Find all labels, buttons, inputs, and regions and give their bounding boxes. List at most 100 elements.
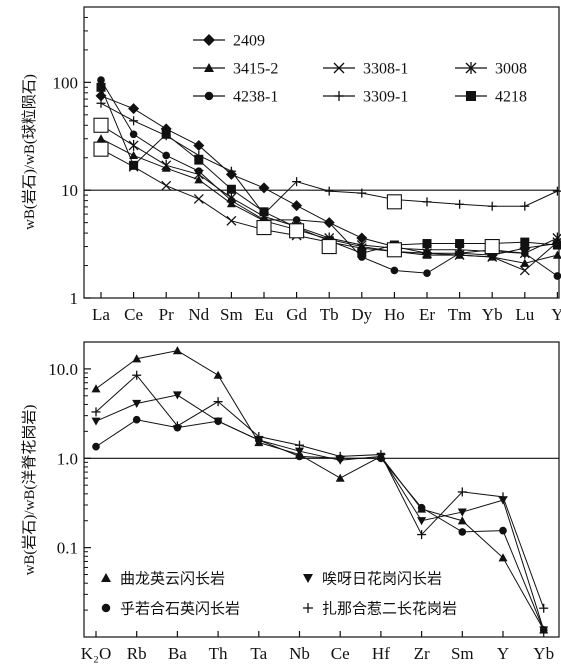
data-point	[130, 130, 138, 138]
data-point	[133, 416, 141, 424]
series-0	[96, 90, 561, 260]
data-point	[455, 239, 464, 248]
data-point	[214, 371, 223, 379]
x-tick-label: Pr	[159, 305, 174, 324]
legend-item: 扎那合惹二长花岗岩	[303, 601, 457, 618]
x-tick-label: Tm	[448, 305, 472, 324]
data-point	[214, 417, 222, 425]
legend-item: 4218	[455, 89, 527, 106]
x-tick-label: Lu	[515, 305, 534, 324]
data-point	[417, 517, 426, 525]
legend-marker	[101, 573, 111, 582]
data-point	[92, 443, 100, 451]
x-tick-label: Zr	[414, 644, 430, 663]
data-point	[458, 528, 466, 536]
data-point	[259, 182, 270, 193]
data-point	[456, 249, 464, 257]
legend-item: 4238-1	[193, 89, 278, 106]
series-line	[96, 351, 544, 630]
series-1	[92, 391, 549, 634]
y-tick-label: 1	[70, 289, 79, 308]
data-point	[553, 241, 561, 250]
boxed-point	[485, 240, 499, 254]
ree-ylabel: wB(岩石)/wB(球粒陨石)	[21, 74, 38, 230]
data-point	[129, 116, 138, 125]
data-point	[540, 626, 548, 634]
series-line	[101, 103, 557, 214]
data-point	[336, 474, 345, 482]
y-tick-label: 10.0	[48, 360, 78, 379]
legend-label: 3008	[495, 61, 527, 78]
data-point	[357, 249, 366, 258]
data-point	[325, 187, 334, 196]
data-point	[97, 76, 105, 84]
x-tick-label: Eu	[255, 305, 274, 324]
data-point	[132, 400, 141, 408]
boxed-point	[257, 221, 271, 235]
data-point	[227, 216, 236, 225]
data-point	[291, 200, 302, 211]
y-tick-label: 0.1	[57, 539, 78, 558]
legend-item: 2409	[193, 33, 265, 50]
spider-legend: 曲龙英云闪长岩唉呀日花岗闪长岩乎若合石英闪长岩扎那合惹二长花岗岩	[101, 570, 457, 618]
data-point	[520, 266, 529, 275]
data-point	[228, 197, 236, 205]
data-point	[553, 251, 561, 259]
data-point	[423, 239, 432, 248]
boxed-point	[94, 118, 108, 132]
data-point	[455, 200, 464, 209]
legend-item: 唉呀日花岗闪长岩	[303, 571, 442, 588]
data-point	[488, 202, 497, 211]
x-tick-label: K₂O	[81, 644, 111, 663]
legend-marker	[205, 92, 214, 101]
x-tick-label: Nd	[188, 305, 209, 324]
data-point	[539, 604, 548, 613]
x-tick-label: La	[92, 305, 110, 324]
data-point	[162, 181, 171, 190]
legend-marker	[466, 91, 476, 101]
data-point	[499, 527, 507, 535]
y-tick-label: 10	[61, 181, 78, 200]
x-tick-label: Yb	[482, 305, 503, 324]
x-tick-label: Ta	[250, 644, 267, 663]
data-point	[92, 384, 101, 392]
legend-marker	[303, 603, 313, 613]
x-tick-label: Gd	[286, 305, 307, 324]
data-point	[97, 83, 106, 92]
data-point	[162, 130, 171, 139]
series-line	[101, 96, 557, 255]
legend-marker	[334, 91, 344, 101]
x-tick-label: Sm	[451, 644, 474, 663]
x-tick-label: Yb	[533, 644, 554, 663]
data-point	[520, 202, 529, 211]
spider-ylabel: wB(岩石)/wB(洋脊花岗岩)	[21, 405, 38, 576]
x-tick-label: Rb	[127, 644, 147, 663]
data-point	[97, 99, 106, 108]
data-point	[195, 167, 203, 175]
boxed-point	[322, 240, 336, 254]
data-point	[499, 492, 508, 501]
legend-marker	[102, 604, 111, 613]
x-tick-label: Ba	[168, 644, 187, 663]
legend-label: 2409	[233, 33, 265, 50]
data-point	[194, 194, 203, 203]
x-tick-label: Nb	[289, 644, 310, 663]
legend-item: 3008	[455, 61, 527, 78]
data-point	[553, 187, 561, 196]
legend-item: 曲龙英云闪长岩	[101, 570, 225, 588]
data-point	[325, 219, 333, 227]
legend-label: 4218	[495, 89, 527, 106]
x-tick-label: Ce	[124, 305, 143, 324]
x-tick-label: Y	[497, 644, 509, 663]
legend-item: 3309-1	[323, 89, 408, 106]
data-point	[92, 418, 101, 426]
data-point	[162, 160, 171, 171]
x-tick-label: Tb	[320, 305, 339, 324]
data-point	[418, 504, 426, 512]
data-point	[227, 185, 236, 194]
legend-marker	[203, 34, 215, 46]
